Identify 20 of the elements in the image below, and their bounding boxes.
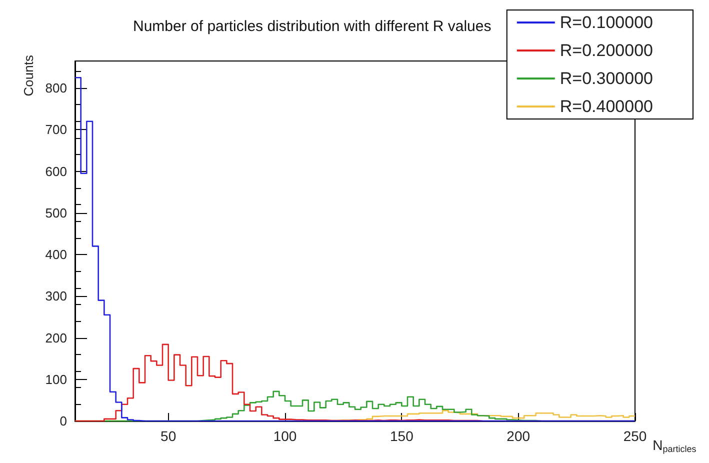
y-tick-label: 100: [45, 372, 67, 387]
x-tick-label: 250: [623, 428, 647, 444]
x-tick-label: 150: [390, 428, 414, 444]
x-tick-label: 200: [506, 428, 530, 444]
y-tick-label: 600: [45, 164, 67, 179]
y-tick-label: 700: [45, 122, 67, 138]
y-axis-title: Counts: [21, 54, 36, 96]
y-tick-label: 300: [45, 288, 67, 304]
legend-label: R=0.400000: [560, 97, 654, 116]
y-tick-label: 0: [60, 414, 67, 428]
x-tick-label: 100: [273, 428, 297, 444]
y-tick-label: 800: [45, 80, 67, 96]
y-tick-label: 200: [45, 330, 67, 346]
x-tick-label: 50: [160, 428, 176, 444]
y-tick-label: 500: [45, 205, 67, 220]
legend-label: R=0.100000: [560, 13, 654, 32]
legend-label: R=0.200000: [560, 41, 654, 60]
chart-title: Number of particles distribution with different R values: [133, 18, 492, 35]
y-tick-label: 400: [45, 247, 67, 262]
legend-label: R=0.300000: [560, 69, 654, 88]
